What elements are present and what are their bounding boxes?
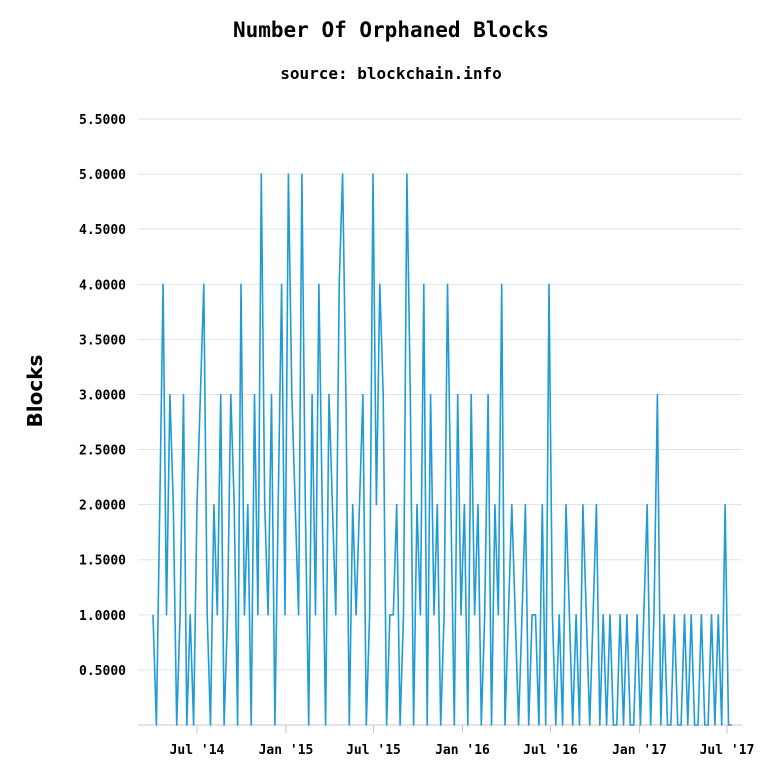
x-tick-label-3: Jul '15 — [346, 743, 401, 758]
chart-title: Number Of Orphaned Blocks — [233, 18, 549, 42]
x-tick-label-2: Jan '15 — [259, 743, 314, 758]
y-tick-label-3: 1.5000 — [79, 554, 126, 569]
x-tick-label-6: Jan '17 — [612, 743, 667, 758]
y-tick-label-6: 3.0000 — [79, 388, 126, 403]
y-tick-label-1: 0.5000 — [79, 664, 126, 679]
y-tick-label-11: 5.5000 — [79, 113, 126, 128]
chart-subtitle: source: blockchain.info — [280, 64, 502, 83]
x-tick-label-4: Jan '16 — [435, 743, 490, 758]
x-tick-label-5: Jul '16 — [523, 743, 578, 758]
y-axis-ticks: 0.5000 1.0000 1.5000 2.0000 2.5000 3.0000 3.50… — [79, 113, 126, 679]
series-layer — [152, 173, 732, 726]
x-axis-ticks: Jul '14 Jan '15 Jul '15 Jan '16 Jul '16 Jan '… — [170, 725, 755, 758]
y-tick-label-4: 2.0000 — [79, 499, 126, 514]
y-tick-label-5: 2.5000 — [79, 444, 126, 459]
y-tick-label-7: 3.5000 — [79, 333, 126, 348]
y-tick-label-9: 4.5000 — [79, 223, 126, 238]
y-tick-label-2: 1.0000 — [79, 609, 126, 624]
y-axis-label: Blocks — [23, 355, 47, 428]
y-tick-label-8: 4.0000 — [79, 278, 126, 293]
x-tick-label-1: Jul '14 — [170, 743, 225, 758]
x-tick-label-7: Jul '17 — [700, 743, 755, 758]
series-line-1 — [152, 173, 732, 726]
y-tick-label-10: 5.0000 — [79, 168, 126, 183]
